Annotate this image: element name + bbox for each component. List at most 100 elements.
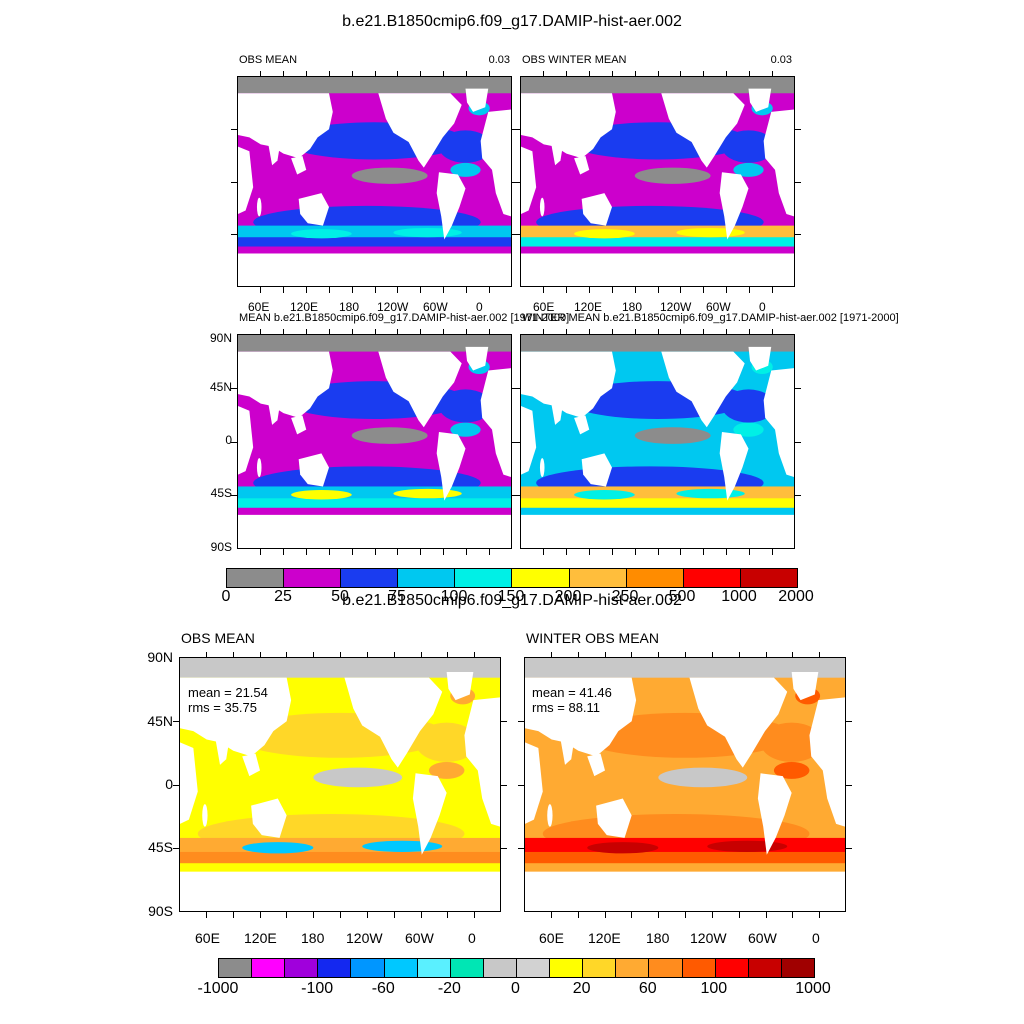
axis-tick-mark xyxy=(205,912,207,918)
axis-tick-mark xyxy=(366,912,368,918)
axis-tick-mark xyxy=(577,912,579,918)
colorbar-figure2 xyxy=(218,958,815,978)
axis-tick-mark xyxy=(772,287,774,293)
colorbar-label: 150 xyxy=(497,588,525,605)
axis-tick-mark xyxy=(420,652,422,657)
lon-tick: 0 xyxy=(468,930,476,946)
colorbar-box xyxy=(682,959,716,977)
colorbar-box xyxy=(683,569,741,587)
colorbar-label: 2000 xyxy=(778,588,814,605)
land-south-america xyxy=(412,773,447,855)
axis-tick-mark xyxy=(501,720,507,722)
axis-tick-mark xyxy=(611,329,613,334)
axis-tick-mark xyxy=(611,71,613,76)
axis-tick-mark xyxy=(173,848,179,850)
land-south-america xyxy=(719,432,749,501)
axis-tick-mark xyxy=(397,549,399,555)
axis-tick-mark xyxy=(351,71,353,76)
southern-ocean-patch xyxy=(291,229,352,239)
axis-tick-mark xyxy=(711,652,713,657)
axis-tick-mark xyxy=(374,329,376,334)
rms-stat: rms = 35.75 xyxy=(188,700,258,715)
panel2-left-title: OBS WINTER MEAN xyxy=(522,54,627,66)
rms-stat: rms = 88.11 xyxy=(532,700,601,715)
land-se-asia xyxy=(574,415,590,435)
land-north-america xyxy=(344,677,443,768)
colorbar-box xyxy=(483,959,517,977)
antarctica xyxy=(525,871,845,911)
panel3-left-title: MEAN b.e21.B1850cmip6.f09_g17.DAMIP-hist… xyxy=(239,312,570,324)
land-se-asia xyxy=(587,753,605,777)
map-svg xyxy=(525,658,845,911)
land-india xyxy=(268,403,280,425)
land-australia xyxy=(298,453,329,487)
equatorial-patch xyxy=(351,427,428,444)
land-madagascar xyxy=(202,804,208,827)
axis-tick-mark xyxy=(501,784,507,786)
map-svg xyxy=(521,77,794,286)
colorbar-label: 500 xyxy=(668,588,696,605)
land-australia xyxy=(581,193,612,226)
axis-tick-mark xyxy=(466,71,468,76)
land-south-america xyxy=(719,172,749,240)
land-se-asia xyxy=(291,155,307,175)
axis-tick-mark xyxy=(420,287,422,293)
land-north-america xyxy=(378,93,462,168)
north-atlantic-band xyxy=(760,722,823,763)
axis-tick-mark xyxy=(657,549,659,555)
colorbar-label: 25 xyxy=(274,588,292,605)
axis-tick-mark xyxy=(819,652,821,657)
map-svg xyxy=(238,335,511,548)
panel6-left-title: WINTER OBS MEAN xyxy=(526,630,660,646)
colorbar-box xyxy=(649,959,683,977)
land-australia xyxy=(596,798,632,838)
axis-tick-mark xyxy=(680,287,682,293)
axis-tick-mark xyxy=(542,287,544,293)
colorbar-box xyxy=(227,569,285,587)
axis-tick-mark xyxy=(634,71,636,76)
tropical-atlantic-patch xyxy=(733,162,764,177)
axis-tick-mark xyxy=(474,652,476,657)
axis-tick-mark xyxy=(397,329,399,334)
tropical-atlantic-patch xyxy=(450,162,481,177)
axis-tick-mark xyxy=(518,848,524,850)
axis-tick-mark xyxy=(588,287,590,293)
axis-tick-mark xyxy=(738,912,740,918)
axis-tick-mark xyxy=(282,549,284,555)
colorbar-box xyxy=(285,959,319,977)
lon-tick: 180 xyxy=(646,930,670,946)
southern-ocean-stripe xyxy=(525,851,845,864)
land-north-america xyxy=(378,351,462,428)
colorbar-label: -60 xyxy=(371,980,395,997)
axis-tick-mark xyxy=(726,329,728,334)
axis-tick-mark xyxy=(231,387,237,389)
axis-tick-mark xyxy=(611,287,613,293)
land-east-africa xyxy=(180,742,198,824)
lon-tick: 60E xyxy=(539,930,564,946)
north-atlantic-band xyxy=(438,389,493,423)
southern-ocean-patch xyxy=(393,488,462,499)
colorbar-box xyxy=(781,959,814,977)
axis-tick-mark xyxy=(765,912,767,918)
axis-tick-mark xyxy=(658,652,660,657)
axis-tick-mark xyxy=(420,329,422,334)
axis-tick-mark xyxy=(703,71,705,76)
map-svg xyxy=(238,77,511,286)
axis-tick-mark xyxy=(443,329,445,334)
colorbar-box xyxy=(341,569,399,587)
axis-tick-mark xyxy=(795,234,801,236)
land-eurasia xyxy=(525,677,637,757)
colorbar-box xyxy=(384,959,418,977)
axis-tick-mark xyxy=(443,287,445,293)
southern-ocean-patch xyxy=(291,490,352,500)
lat-tick: 90N xyxy=(209,331,232,345)
axis-tick-mark xyxy=(685,652,686,657)
colorbar-box xyxy=(219,959,253,977)
axis-tick-mark xyxy=(634,287,636,293)
axis-tick-mark xyxy=(680,549,682,555)
axis-tick-mark xyxy=(542,329,544,334)
axis-tick-mark xyxy=(489,329,491,334)
colorbar-box xyxy=(516,959,551,977)
panel4-left-title: WINTER MEAN b.e21.B1850cmip6.f09_g17.DAM… xyxy=(522,312,899,324)
southern-ocean-patch xyxy=(676,227,745,238)
